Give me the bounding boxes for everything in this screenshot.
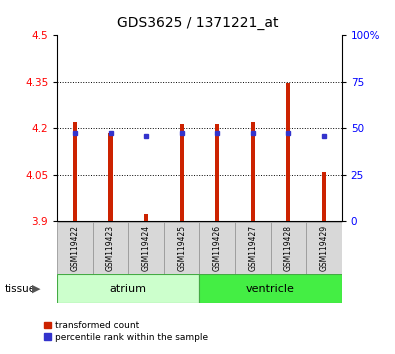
Bar	[164, 222, 199, 274]
Bar	[235, 222, 271, 274]
Bar	[128, 222, 164, 274]
Text: GSM119428: GSM119428	[284, 225, 293, 271]
Bar	[180, 124, 184, 221]
Legend: transformed count, percentile rank within the sample: transformed count, percentile rank withi…	[44, 321, 208, 342]
Text: GSM119424: GSM119424	[142, 225, 150, 271]
Bar	[57, 274, 199, 303]
Bar	[57, 222, 93, 274]
Bar	[199, 222, 235, 274]
Text: tissue: tissue	[5, 284, 36, 293]
Bar	[286, 84, 290, 221]
Bar	[93, 222, 128, 274]
Text: GSM119429: GSM119429	[320, 225, 328, 271]
Text: atrium: atrium	[110, 284, 147, 294]
Bar	[322, 172, 326, 221]
Bar	[144, 213, 148, 221]
Bar	[215, 124, 219, 221]
Text: GDS3625 / 1371221_at: GDS3625 / 1371221_at	[117, 16, 278, 30]
Text: GSM119422: GSM119422	[71, 225, 79, 271]
Bar	[306, 222, 342, 274]
Bar	[251, 122, 255, 221]
Text: GSM119425: GSM119425	[177, 225, 186, 271]
Bar	[109, 133, 113, 221]
Text: ventricle: ventricle	[246, 284, 295, 294]
Bar	[199, 274, 342, 303]
Bar	[73, 122, 77, 221]
Bar	[271, 222, 306, 274]
Text: GSM119423: GSM119423	[106, 225, 115, 271]
Text: GSM119426: GSM119426	[213, 225, 222, 271]
Text: GSM119427: GSM119427	[248, 225, 257, 271]
Text: ▶: ▶	[32, 284, 41, 293]
